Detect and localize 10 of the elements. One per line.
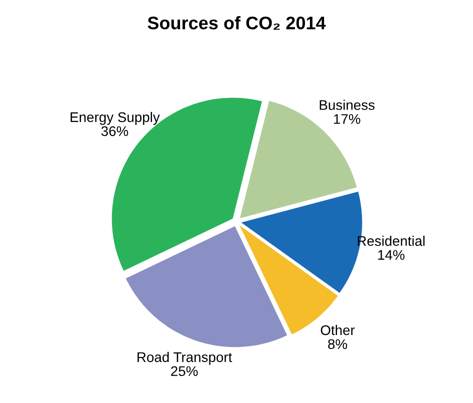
chart-title: Sources of CO₂ 2014 bbox=[148, 16, 326, 30]
data-label: 36% bbox=[101, 126, 128, 136]
data-label: 17% bbox=[334, 114, 360, 124]
data-label: 14% bbox=[378, 250, 404, 260]
slice-label: Business bbox=[320, 100, 375, 110]
slice-label: Other bbox=[320, 324, 355, 336]
data-label: 8% bbox=[328, 339, 348, 350]
slice-label: Energy Supply bbox=[70, 112, 160, 125]
slice-label: Road Transport bbox=[138, 352, 232, 365]
data-label: 25% bbox=[171, 366, 198, 376]
